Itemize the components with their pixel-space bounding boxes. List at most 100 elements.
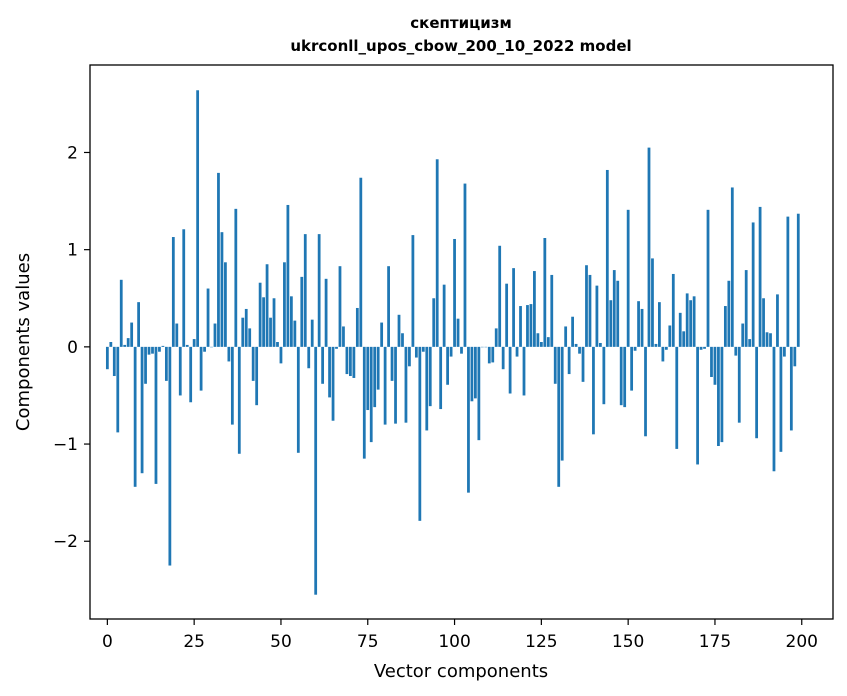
bar bbox=[147, 346, 151, 355]
bar bbox=[751, 222, 755, 347]
bar bbox=[758, 206, 762, 347]
bar bbox=[418, 346, 422, 521]
bar bbox=[647, 147, 651, 347]
bar bbox=[369, 346, 373, 443]
bar bbox=[383, 346, 387, 425]
bar bbox=[321, 346, 325, 384]
bar bbox=[744, 270, 748, 347]
bar bbox=[658, 302, 661, 347]
bar bbox=[324, 278, 328, 347]
bar bbox=[328, 346, 331, 398]
bar bbox=[241, 317, 245, 347]
bar bbox=[213, 323, 217, 347]
bar bbox=[123, 344, 127, 347]
bar bbox=[234, 208, 238, 347]
bar bbox=[533, 271, 536, 347]
bar bbox=[713, 346, 717, 385]
bar bbox=[161, 345, 165, 347]
bar bbox=[175, 323, 179, 347]
bar bbox=[491, 346, 495, 363]
bar bbox=[717, 346, 720, 446]
bar bbox=[224, 262, 227, 347]
bar bbox=[560, 346, 564, 461]
bar bbox=[505, 283, 509, 347]
bar bbox=[119, 279, 123, 347]
bar bbox=[796, 213, 800, 347]
bar bbox=[637, 301, 640, 347]
y-tick-label: 0 bbox=[67, 338, 78, 358]
bar bbox=[300, 276, 304, 347]
bar bbox=[588, 274, 592, 347]
bar bbox=[612, 270, 616, 347]
bar bbox=[411, 235, 415, 347]
bar bbox=[158, 346, 161, 352]
bar bbox=[609, 300, 613, 347]
x-axis-ticks: 0 25 50 75 100 125 150 175 200 bbox=[102, 619, 818, 652]
bar bbox=[251, 346, 255, 381]
bar bbox=[772, 346, 776, 472]
bar bbox=[762, 298, 765, 347]
bar bbox=[706, 209, 710, 347]
bar bbox=[571, 316, 574, 347]
bar bbox=[720, 346, 724, 443]
bars-group bbox=[105, 90, 800, 595]
x-tick-label: 200 bbox=[786, 632, 818, 652]
bar bbox=[574, 343, 578, 347]
bar bbox=[276, 342, 279, 347]
bar bbox=[414, 346, 418, 358]
bar bbox=[734, 346, 738, 356]
bar bbox=[307, 346, 311, 369]
bar bbox=[723, 306, 727, 347]
bar bbox=[331, 346, 335, 421]
x-tick-label: 0 bbox=[102, 632, 113, 652]
bar bbox=[352, 346, 356, 378]
bar bbox=[703, 346, 706, 349]
bar bbox=[519, 306, 522, 347]
bar bbox=[401, 333, 404, 347]
bar bbox=[550, 274, 554, 347]
bar bbox=[633, 346, 637, 351]
bar bbox=[487, 346, 491, 364]
bar bbox=[109, 342, 113, 347]
bar bbox=[237, 346, 241, 454]
bar bbox=[289, 296, 293, 347]
bar bbox=[783, 346, 786, 357]
bar bbox=[192, 339, 196, 347]
bar bbox=[585, 265, 588, 347]
bar bbox=[515, 346, 519, 357]
x-tick-label: 175 bbox=[699, 632, 731, 652]
bar bbox=[467, 346, 470, 493]
bar bbox=[335, 346, 338, 349]
bar bbox=[498, 245, 502, 347]
bar bbox=[362, 346, 366, 459]
y-tick-label: −1 bbox=[53, 435, 78, 455]
bar bbox=[678, 312, 682, 347]
bar bbox=[220, 232, 224, 347]
chart-title: скептицизм bbox=[410, 14, 511, 32]
y-tick-label: 2 bbox=[67, 143, 78, 163]
bar bbox=[567, 346, 571, 375]
bar bbox=[151, 346, 154, 354]
bar bbox=[602, 346, 606, 405]
bar bbox=[255, 346, 259, 406]
bar bbox=[685, 293, 689, 347]
bar bbox=[630, 346, 634, 391]
bar bbox=[616, 280, 620, 347]
bar bbox=[675, 346, 679, 449]
bar bbox=[553, 346, 557, 384]
bar bbox=[446, 346, 449, 385]
bar bbox=[664, 346, 668, 350]
bar bbox=[463, 183, 467, 347]
bar bbox=[105, 346, 109, 370]
bar bbox=[682, 331, 686, 347]
bar bbox=[439, 346, 443, 410]
bar bbox=[543, 238, 547, 347]
bar bbox=[432, 298, 436, 347]
bar bbox=[230, 346, 234, 425]
chart-subtitle: ukrconll_upos_cbow_200_10_2022 model bbox=[290, 37, 631, 55]
bar bbox=[508, 346, 512, 394]
bar bbox=[203, 346, 206, 352]
bar bbox=[387, 266, 390, 347]
bar bbox=[460, 346, 463, 354]
bar bbox=[435, 159, 439, 347]
